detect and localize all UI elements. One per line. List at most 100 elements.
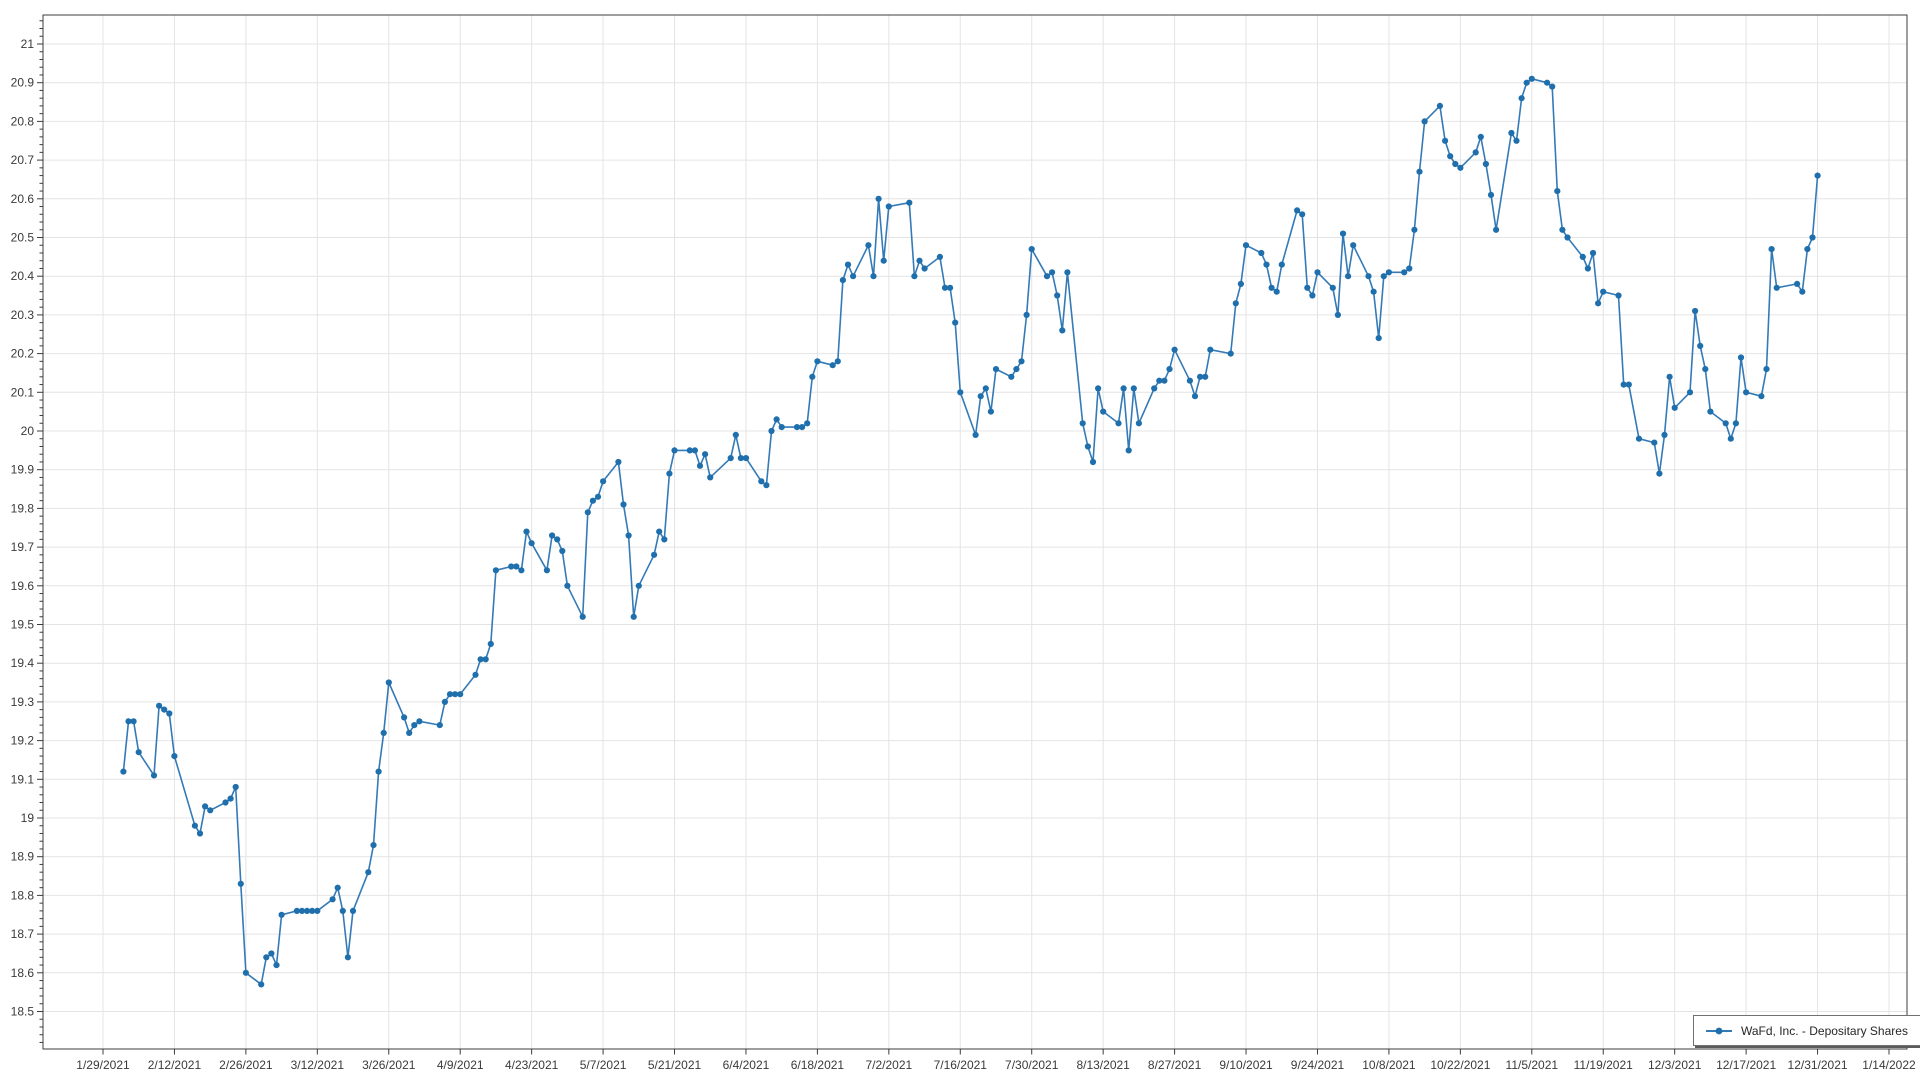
data-point-marker: [452, 691, 459, 698]
y-axis: 18.5 18.6 18.7 18.8 18.9 19 19.1 19.2 19.3 19.4 19…: [11, 20, 43, 1043]
data-point-marker: [329, 896, 336, 903]
data-point-marker: [1197, 373, 1204, 380]
y-tick-label: 19: [21, 811, 35, 825]
data-point-marker: [1345, 273, 1352, 280]
x-tick-label: 12/3/2021: [1648, 1058, 1702, 1072]
data-point-marker: [1375, 335, 1382, 342]
data-point-marker: [1334, 311, 1341, 318]
data-point-marker: [370, 842, 377, 849]
data-point-marker: [528, 540, 535, 547]
data-point-marker: [696, 462, 704, 469]
data-point-marker: [1421, 118, 1428, 125]
data-point-marker: [1671, 404, 1678, 411]
data-point-marker: [1314, 269, 1321, 276]
gridlines: [43, 15, 1907, 1049]
data-point-marker: [227, 795, 234, 802]
data-point-marker: [982, 385, 989, 392]
data-point-marker: [1656, 470, 1663, 477]
data-point-marker: [809, 373, 816, 380]
data-point-marker: [947, 284, 954, 291]
data-point-marker: [635, 582, 642, 589]
data-point-marker: [1120, 385, 1127, 392]
data-point-marker: [1493, 226, 1500, 233]
data-point-marker: [732, 431, 739, 438]
data-point-marker: [911, 273, 918, 280]
data-point-marker: [492, 567, 499, 574]
data-point-marker: [1339, 230, 1347, 237]
data-point-marker: [1100, 408, 1107, 415]
data-point-marker: [472, 671, 479, 678]
data-point-marker: [870, 273, 877, 280]
price-line: [122, 78, 1819, 986]
data-point-marker: [365, 869, 372, 876]
data-point-marker: [1304, 284, 1311, 291]
data-point-marker: [564, 582, 571, 589]
data-point-marker: [615, 458, 622, 466]
data-point-marker: [671, 447, 678, 454]
data-point-marker: [1008, 373, 1015, 380]
data-point-marker: [1436, 102, 1443, 109]
data-point-marker: [1518, 95, 1525, 102]
data-point-marker: [309, 907, 316, 915]
data-point-marker: [737, 455, 745, 462]
x-tick-label: 2/26/2021: [219, 1058, 273, 1072]
data-point-marker: [625, 532, 632, 539]
data-point-marker: [1625, 381, 1632, 388]
data-point-marker: [1278, 261, 1285, 268]
data-point-marker: [120, 768, 127, 775]
x-tick-label: 2/12/2021: [148, 1058, 202, 1072]
price-series: [120, 75, 1821, 988]
data-point-marker: [150, 772, 158, 779]
data-point-marker: [334, 884, 341, 891]
data-point-marker: [1207, 346, 1214, 353]
data-point-marker: [839, 277, 847, 284]
y-tick-label: 19.5: [11, 618, 35, 632]
data-point-marker: [1452, 160, 1459, 168]
data-point-marker: [339, 907, 346, 915]
data-point-marker: [1018, 358, 1025, 365]
data-point-marker: [1299, 211, 1306, 218]
data-point-marker: [594, 493, 602, 500]
y-tick-label: 20.1: [11, 385, 35, 399]
data-point-marker: [1309, 292, 1316, 299]
data-point-marker: [482, 656, 489, 663]
y-tick-label: 18.7: [11, 927, 35, 941]
data-point-marker: [135, 749, 142, 756]
y-tick-label: 20.2: [11, 347, 35, 361]
data-point-marker: [1135, 420, 1142, 427]
data-point-marker: [584, 509, 591, 516]
y-tick-label: 19.6: [11, 579, 35, 593]
data-point-marker: [1447, 153, 1454, 160]
data-point-marker: [1089, 458, 1097, 466]
data-point-marker: [987, 408, 995, 415]
data-point-marker: [804, 420, 811, 427]
y-tick-label: 19.4: [11, 656, 35, 670]
y-tick-label: 20.3: [11, 308, 35, 322]
data-point-marker: [222, 799, 229, 806]
data-point-marker: [1294, 207, 1301, 214]
y-tick-label: 19.7: [11, 540, 35, 554]
legend-label: WaFd, Inc. - Depositary Shares: [1741, 1023, 1908, 1038]
data-point-marker: [1457, 164, 1464, 171]
data-point-marker: [1600, 288, 1607, 295]
y-tick-label: 20.4: [11, 269, 35, 283]
data-point-marker: [666, 470, 673, 477]
data-point-marker: [921, 265, 928, 272]
data-point-marker: [1697, 342, 1704, 349]
data-point-marker: [549, 532, 556, 539]
data-point-marker: [778, 424, 785, 431]
data-point-marker: [513, 563, 520, 570]
data-point-marker: [758, 478, 765, 485]
data-point-marker: [1579, 253, 1586, 260]
data-point-marker: [727, 455, 734, 462]
x-tick-label: 10/22/2021: [1430, 1058, 1490, 1072]
data-point-marker: [850, 273, 857, 280]
data-point-marker: [941, 284, 949, 291]
data-point-marker: [1635, 435, 1643, 442]
data-point-marker: [1477, 133, 1484, 140]
data-point-marker: [416, 718, 423, 725]
data-point-marker: [1151, 385, 1158, 392]
data-point-marker: [630, 613, 637, 620]
data-point-marker: [1523, 79, 1530, 86]
